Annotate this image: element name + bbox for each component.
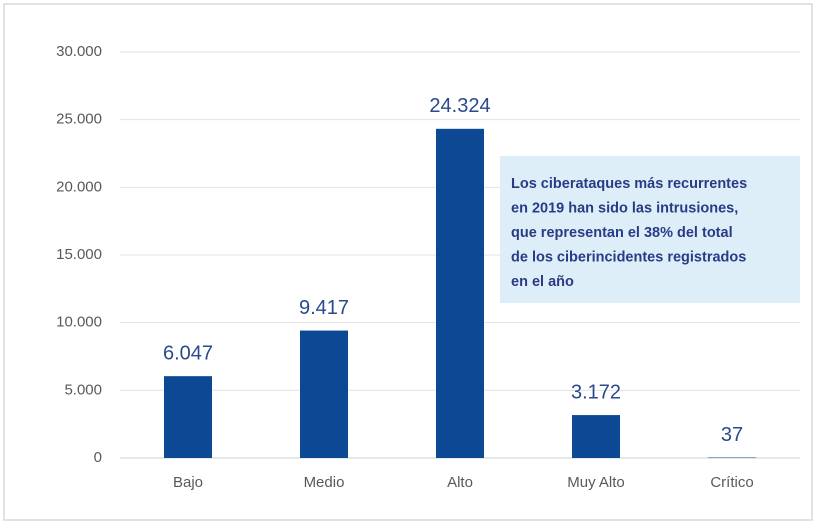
y-tick-label: 0 xyxy=(94,449,102,466)
data-label: 6.047 xyxy=(163,342,213,364)
y-tick-label: 20.000 xyxy=(56,178,102,195)
bar xyxy=(708,457,756,458)
y-tick-label: 15.000 xyxy=(56,246,102,263)
y-tick-label: 5.000 xyxy=(64,381,102,398)
x-tick-label: Bajo xyxy=(173,474,203,491)
x-tick-label: Medio xyxy=(304,474,345,491)
annotation-line: Los ciberataques más recurrentes xyxy=(511,176,747,192)
annotation-box xyxy=(500,156,800,303)
annotation-line: en 2019 han sido las intrusiones, xyxy=(511,200,738,216)
annotation-line: en el año xyxy=(511,274,574,290)
bar xyxy=(572,415,620,458)
data-label: 9.417 xyxy=(299,297,349,319)
x-tick-label: Crítico xyxy=(710,474,753,491)
bar xyxy=(436,128,484,459)
data-label: 3.172 xyxy=(571,381,621,403)
bar xyxy=(300,330,348,458)
annotation-line: que representan el 38% del total xyxy=(511,225,733,241)
y-tick-label: 10.000 xyxy=(56,314,102,331)
bar xyxy=(164,376,212,458)
data-label: 37 xyxy=(721,424,743,446)
y-tick-label: 25.000 xyxy=(56,111,102,128)
x-tick-label: Muy Alto xyxy=(567,474,625,491)
x-tick-label: Alto xyxy=(447,474,473,491)
y-tick-label: 30.000 xyxy=(56,43,102,60)
data-label: 24.324 xyxy=(429,95,490,117)
annotation-line: de los ciberincidentes registrados xyxy=(511,249,746,265)
